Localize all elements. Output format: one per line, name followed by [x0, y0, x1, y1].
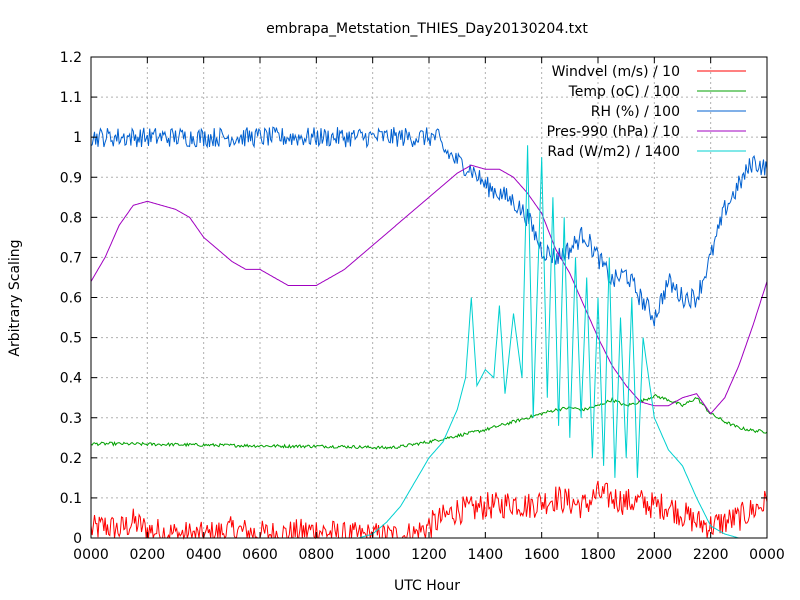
y-tick-label: 0.8 [60, 210, 82, 226]
x-tick-label: 1800 [580, 547, 616, 563]
y-tick-label: 0.9 [60, 170, 82, 186]
series-line-2 [90, 393, 768, 450]
series-line-5 [91, 145, 767, 539]
y-axis-label: Arbitrary Scaling [7, 239, 23, 356]
x-tick-label: 1000 [355, 547, 391, 563]
y-tick-label: 0.5 [60, 331, 82, 347]
ticks: 0000 0200 0400 0600 0800 1000 1200 1400 1600 1800… [60, 50, 785, 563]
legend-label-2: Temp (oC) / 100 [568, 84, 680, 100]
x-tick-label: 2000 [637, 547, 673, 563]
y-tick-label: 0 [73, 531, 82, 547]
series-line-3 [90, 126, 768, 327]
x-tick-label: 0800 [299, 547, 335, 563]
x-tick-label: 0200 [130, 547, 166, 563]
y-tick-label: 1.1 [60, 90, 82, 106]
legend-label-1: Windvel (m/s) / 10 [552, 64, 680, 80]
y-tick-label: 0.2 [60, 451, 82, 467]
y-tick-label: 0.3 [60, 411, 82, 427]
x-tick-label: 0600 [242, 547, 278, 563]
legend: Windvel (m/s) / 10 Temp (oC) / 100 RH (%) … [547, 64, 746, 160]
x-tick-label: 0000 [749, 547, 785, 563]
y-tick-label: 1 [73, 130, 82, 146]
series-line-4 [90, 164, 768, 415]
y-tick-label: 0.1 [60, 491, 82, 507]
x-tick-label: 0000 [73, 547, 109, 563]
x-tick-label: 1200 [411, 547, 447, 563]
y-tick-label: 0.6 [60, 291, 82, 307]
legend-label-4: Pres-990 (hPa) / 10 [547, 124, 680, 140]
y-tick-label: 0.7 [60, 250, 82, 266]
legend-label-3: RH (%) / 100 [591, 104, 680, 120]
x-tick-label: 0400 [186, 547, 222, 563]
y-tick-label: 0.4 [60, 371, 82, 387]
y-tick-label: 1.2 [60, 50, 82, 66]
x-tick-label: 1400 [468, 547, 504, 563]
x-axis-label: UTC Hour [394, 578, 460, 594]
x-tick-label: 2200 [693, 547, 729, 563]
series-line-1 [90, 480, 768, 540]
chart-title: embrapa_Metstation_THIES_Day20130204.txt [266, 21, 588, 37]
x-tick-label: 1600 [524, 547, 560, 563]
legend-label-5: Rad (W/m2) / 1400 [547, 144, 680, 160]
